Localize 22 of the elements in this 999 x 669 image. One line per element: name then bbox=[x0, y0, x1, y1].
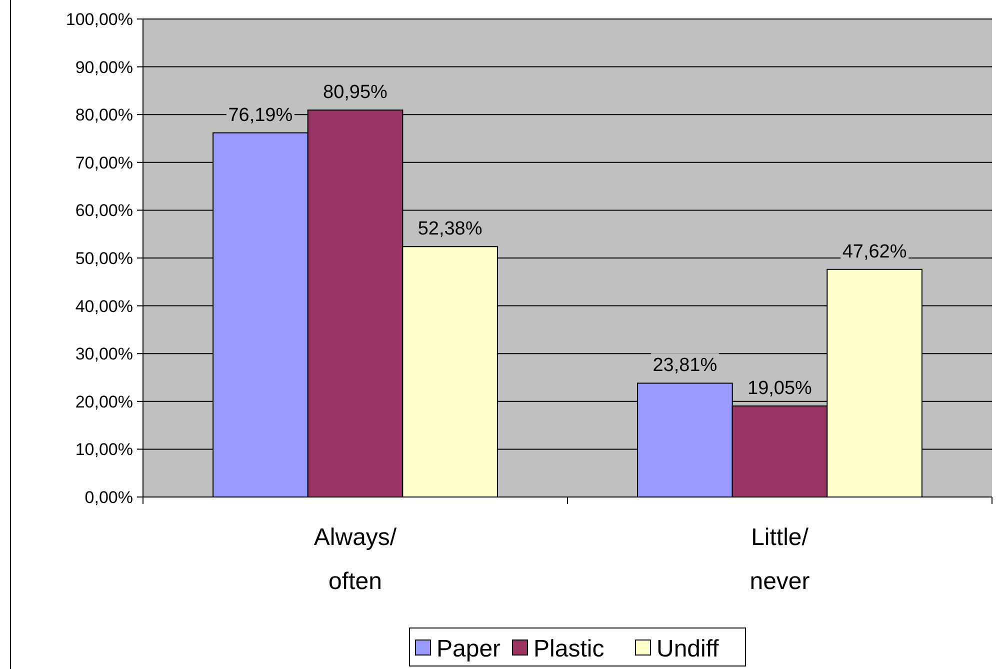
y-tick-label: 30,00% bbox=[75, 344, 133, 364]
y-tick-label: 100,00% bbox=[66, 10, 133, 29]
y-tick-label: 60,00% bbox=[75, 201, 133, 220]
legend-label: Undiff bbox=[656, 635, 720, 662]
data-label: 23,81% bbox=[652, 355, 718, 376]
y-tick-label: 40,00% bbox=[75, 296, 133, 316]
data-label: 76,19% bbox=[228, 104, 293, 126]
y-tick-label: 50,00% bbox=[75, 248, 133, 268]
data-label: 19,05% bbox=[748, 378, 812, 399]
y-tick-label: 70,00% bbox=[75, 153, 133, 172]
y-tick-label: 10,00% bbox=[75, 440, 133, 460]
data-label: 80,95% bbox=[323, 82, 388, 104]
y-tick-label: 20,00% bbox=[75, 392, 133, 412]
y-tick-label: 0,00% bbox=[84, 488, 133, 507]
data-label: 47,62% bbox=[842, 241, 907, 262]
legend-label: Plastic bbox=[534, 635, 604, 662]
data-label: 52,38% bbox=[418, 218, 482, 240]
y-tick-label: 90,00% bbox=[75, 58, 133, 77]
x-tick-label: Little/ never bbox=[750, 524, 810, 595]
y-tick-label: 80,00% bbox=[75, 106, 133, 125]
x-tick-label: Always/ often bbox=[314, 524, 397, 595]
legend-label: Paper bbox=[436, 635, 501, 662]
